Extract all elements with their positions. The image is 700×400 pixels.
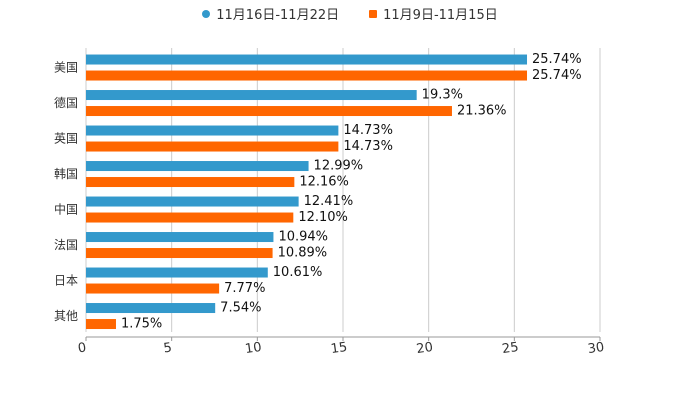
bar — [86, 303, 216, 314]
bar — [86, 125, 339, 136]
data-label: 12.16% — [299, 175, 349, 190]
legend-label: 11月9日-11月15日 — [383, 8, 498, 23]
legend-label: 11月16日-11月22日 — [216, 8, 340, 23]
data-label: 12.10% — [298, 210, 348, 225]
data-label: 1.75% — [121, 317, 162, 332]
bar — [86, 177, 295, 188]
bar — [86, 232, 274, 243]
data-label: 10.61% — [273, 265, 323, 280]
data-label: 25.74% — [532, 68, 582, 83]
bar — [86, 141, 339, 152]
category-label: 德国 — [54, 95, 78, 110]
x-tick-label: 10 — [244, 340, 262, 357]
bar — [86, 212, 294, 223]
legend-item-series-1[interactable]: 11月16日-11月22日 — [202, 4, 339, 23]
legend-item-series-2[interactable]: 11月9日-11月15日 — [369, 4, 498, 23]
bar — [86, 196, 299, 207]
data-label: 12.41% — [304, 194, 354, 209]
data-label: 7.54% — [220, 301, 261, 316]
data-label: 10.89% — [278, 246, 328, 261]
bar — [86, 90, 417, 101]
x-tick-label: 25 — [501, 340, 519, 357]
x-tick-label: 0 — [77, 340, 87, 356]
bar — [86, 248, 273, 259]
category-label: 中国 — [54, 202, 78, 217]
data-label: 10.94% — [278, 230, 328, 245]
x-tick-label: 15 — [330, 340, 348, 357]
category-label: 美国 — [54, 61, 78, 75]
data-label: 25.74% — [532, 52, 582, 67]
legend: 11月16日-11月22日 11月9日-11月15日 — [0, 4, 700, 23]
square-marker-icon — [369, 9, 378, 18]
data-label: 21.36% — [457, 104, 507, 119]
circle-marker-icon — [202, 9, 211, 18]
bar — [86, 54, 528, 65]
x-tick-label: 20 — [415, 340, 433, 357]
category-label: 法国 — [54, 238, 78, 252]
category-label: 日本 — [54, 274, 78, 288]
data-label: 14.73% — [343, 123, 393, 138]
data-label: 14.73% — [343, 139, 393, 154]
bar — [86, 106, 452, 117]
data-label: 7.77% — [224, 281, 265, 296]
category-label: 其他 — [54, 309, 78, 323]
data-label: 19.3% — [422, 88, 463, 103]
bar — [86, 267, 268, 278]
category-label: 英国 — [54, 132, 78, 146]
x-tick-label: 30 — [587, 340, 605, 357]
bar — [86, 161, 309, 172]
bar — [86, 319, 116, 330]
category-label: 韩国 — [54, 166, 78, 181]
bar — [86, 70, 528, 81]
data-label: 12.99% — [314, 159, 364, 174]
bar — [86, 283, 220, 294]
x-tick-label: 5 — [163, 340, 173, 356]
